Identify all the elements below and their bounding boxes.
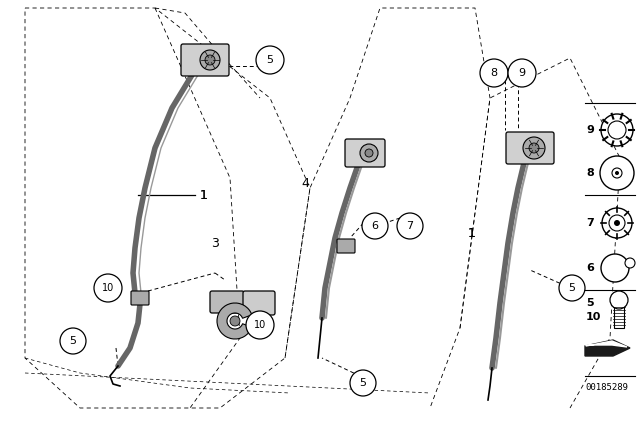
Text: 10: 10 [254, 320, 266, 330]
Circle shape [608, 121, 626, 139]
Circle shape [246, 311, 274, 339]
Text: 7: 7 [406, 221, 413, 231]
Circle shape [523, 137, 545, 159]
Text: 5: 5 [70, 336, 77, 346]
Text: 10: 10 [586, 312, 602, 322]
Wedge shape [217, 303, 252, 339]
Text: 6: 6 [586, 263, 594, 273]
Text: 6: 6 [371, 221, 378, 231]
Text: 9: 9 [586, 125, 594, 135]
FancyBboxPatch shape [243, 291, 275, 315]
Text: 4: 4 [301, 177, 309, 190]
Circle shape [601, 114, 633, 146]
Circle shape [559, 275, 585, 301]
Text: 1: 1 [468, 227, 476, 240]
Text: 1: 1 [200, 189, 208, 202]
Circle shape [362, 213, 388, 239]
FancyBboxPatch shape [337, 239, 355, 253]
Text: 00185289: 00185289 [585, 383, 628, 392]
Polygon shape [585, 340, 630, 356]
Text: 5: 5 [586, 298, 594, 308]
Circle shape [205, 55, 215, 65]
Circle shape [200, 50, 220, 70]
Text: 3: 3 [211, 237, 219, 250]
Text: 1: 1 [468, 227, 476, 240]
Polygon shape [586, 341, 627, 347]
Circle shape [601, 254, 629, 282]
FancyBboxPatch shape [210, 291, 244, 313]
Circle shape [350, 370, 376, 396]
Text: 9: 9 [518, 68, 525, 78]
Circle shape [360, 144, 378, 162]
Circle shape [94, 274, 122, 302]
Circle shape [615, 171, 619, 175]
Text: 5: 5 [360, 378, 367, 388]
FancyBboxPatch shape [506, 132, 554, 164]
Circle shape [602, 208, 632, 238]
Circle shape [612, 168, 622, 178]
Circle shape [397, 213, 423, 239]
Text: 10: 10 [102, 283, 114, 293]
Text: 8: 8 [490, 68, 497, 78]
FancyBboxPatch shape [614, 303, 624, 328]
Circle shape [480, 59, 508, 87]
Circle shape [508, 59, 536, 87]
Text: 5: 5 [568, 283, 575, 293]
FancyBboxPatch shape [131, 291, 149, 305]
Text: 5: 5 [266, 55, 273, 65]
Circle shape [529, 143, 539, 153]
Circle shape [365, 149, 373, 157]
FancyBboxPatch shape [181, 44, 229, 76]
Text: 1: 1 [200, 189, 208, 202]
Text: 8: 8 [586, 168, 594, 178]
Circle shape [609, 215, 625, 231]
Circle shape [625, 258, 635, 268]
FancyBboxPatch shape [345, 139, 385, 167]
Circle shape [256, 46, 284, 74]
Circle shape [614, 220, 620, 226]
Circle shape [60, 328, 86, 354]
Circle shape [610, 291, 628, 309]
Circle shape [600, 156, 634, 190]
Text: 7: 7 [586, 218, 594, 228]
Circle shape [230, 316, 240, 326]
